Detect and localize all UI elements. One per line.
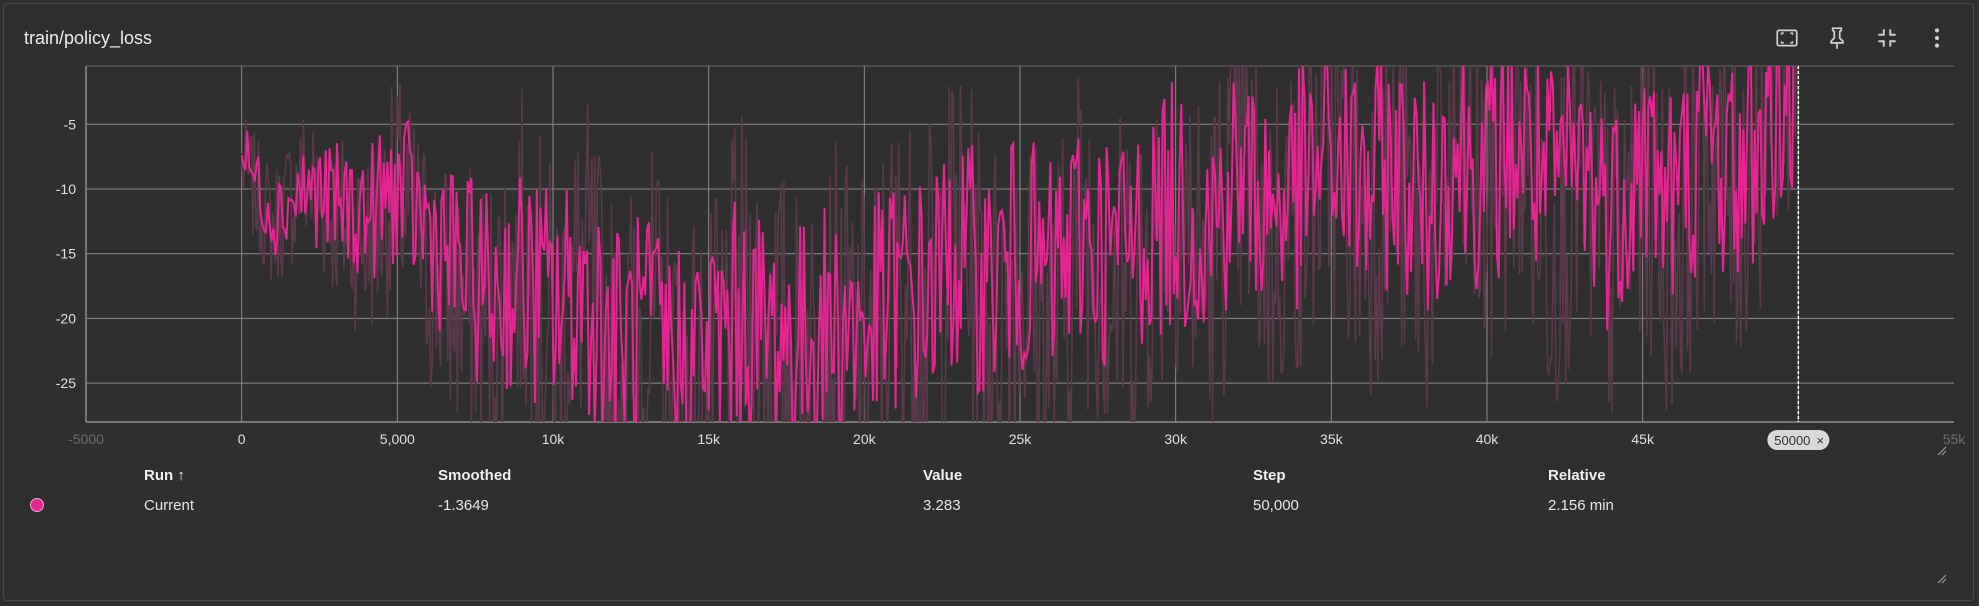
line-chart[interactable]: -25 -20 -15 -10 -5 -5000 0 5,000 10k 15k 20k 25k 30k… bbox=[4, 4, 1975, 464]
col-header-smoothed[interactable]: Smoothed bbox=[438, 467, 512, 484]
x-tick-label: 35k bbox=[1320, 431, 1344, 447]
pin-icon bbox=[1830, 27, 1844, 49]
y-tick-label: -20 bbox=[56, 310, 76, 326]
collapse-icon bbox=[1878, 29, 1896, 47]
cell-step: 50,000 bbox=[1253, 497, 1299, 514]
fit-domain-button[interactable] bbox=[1773, 24, 1801, 52]
y-tick-label: -25 bbox=[56, 375, 76, 391]
col-header-value[interactable]: Value bbox=[923, 467, 963, 484]
cell-run: Current bbox=[144, 497, 195, 514]
col-header-run[interactable]: Run ↑ bbox=[144, 467, 185, 484]
collapse-button[interactable] bbox=[1873, 24, 1901, 52]
x-tick-label: 15k bbox=[697, 431, 721, 447]
x-tick-label: 45k bbox=[1631, 431, 1655, 447]
more-vert-icon bbox=[1934, 28, 1940, 48]
fit-domain-icon bbox=[1776, 29, 1798, 47]
card-toolbar bbox=[1773, 24, 1951, 52]
chart-card: train/policy_loss -25- bbox=[3, 3, 1974, 601]
x-tick-label: 5,000 bbox=[380, 431, 415, 447]
step-cursor-close-icon[interactable]: × bbox=[1817, 433, 1825, 448]
x-tick-label: -5000 bbox=[68, 431, 104, 447]
x-tick-label: 40k bbox=[1476, 431, 1500, 447]
x-tick-label: 25k bbox=[1009, 431, 1033, 447]
cell-smoothed: -1.3649 bbox=[438, 497, 489, 514]
x-tick-label: 20k bbox=[853, 431, 877, 447]
step-cursor-badge bbox=[1767, 430, 1830, 450]
run-color-swatch bbox=[30, 498, 44, 512]
raw-series-line bbox=[240, 66, 1799, 422]
card-resize-handle-icon[interactable] bbox=[1937, 574, 1947, 584]
col-header-step[interactable]: Step bbox=[1253, 467, 1286, 484]
x-tick-label: 55k bbox=[1943, 431, 1967, 447]
cell-value: 3.283 bbox=[923, 497, 961, 514]
more-button[interactable] bbox=[1923, 24, 1951, 52]
pin-button[interactable] bbox=[1823, 24, 1851, 52]
smoothed-series-line bbox=[240, 66, 1795, 422]
y-tick-label: -10 bbox=[56, 181, 76, 197]
step-cursor-label: 50000 bbox=[1774, 433, 1810, 448]
chart-title: train/policy_loss bbox=[24, 28, 153, 48]
col-header-relative[interactable]: Relative bbox=[1548, 467, 1606, 484]
cell-relative: 2.156 min bbox=[1548, 497, 1614, 514]
x-tick-label: 0 bbox=[238, 431, 246, 447]
y-tick-label: -5 bbox=[64, 116, 77, 132]
x-tick-label: 30k bbox=[1164, 431, 1188, 447]
chart-resize-handle-icon[interactable] bbox=[1937, 446, 1947, 456]
y-tick-label: -15 bbox=[56, 246, 76, 262]
x-tick-label: 10k bbox=[542, 431, 566, 447]
